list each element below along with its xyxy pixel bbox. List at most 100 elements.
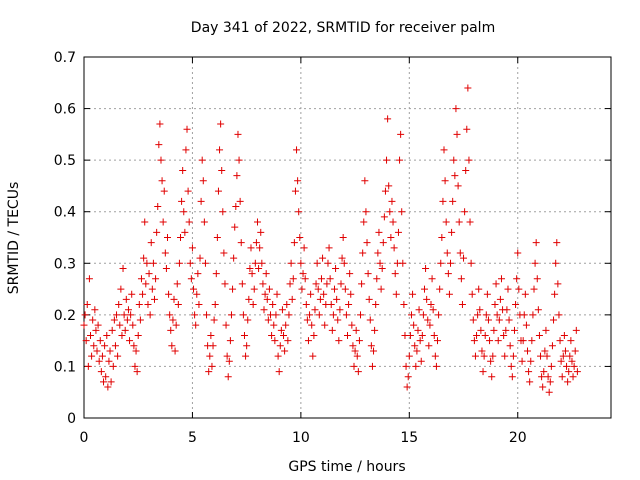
data-point (358, 280, 366, 288)
data-point (245, 295, 253, 303)
data-point (194, 270, 202, 278)
data-point (326, 275, 334, 283)
data-point (166, 311, 174, 319)
data-point (542, 326, 550, 334)
data-point (327, 301, 335, 309)
data-point (541, 347, 549, 355)
data-point (121, 326, 129, 334)
data-point (427, 301, 435, 309)
plot-frame (83, 56, 612, 419)
data-point (294, 177, 302, 185)
data-point (363, 239, 371, 247)
data-point (223, 352, 231, 360)
data-point (371, 326, 379, 334)
data-point (522, 321, 530, 329)
data-point (428, 275, 436, 283)
data-point (174, 301, 182, 309)
data-point (462, 166, 470, 174)
data-point (384, 115, 392, 123)
data-point (124, 306, 132, 314)
data-point (554, 280, 562, 288)
data-point (157, 156, 165, 164)
data-point (513, 275, 521, 283)
data-point (570, 362, 578, 370)
data-point (539, 383, 547, 391)
data-point (490, 326, 498, 334)
data-point (181, 228, 189, 236)
data-point (211, 301, 219, 309)
x-tick-label: 15 (400, 430, 418, 446)
data-point (85, 275, 93, 283)
data-point (330, 285, 338, 293)
data-point (507, 362, 515, 370)
data-point (390, 244, 398, 252)
data-point (410, 321, 418, 329)
data-point (508, 373, 516, 381)
data-point (465, 156, 473, 164)
data-point (109, 362, 117, 370)
data-point (310, 331, 318, 339)
data-point (272, 311, 280, 319)
data-point (295, 208, 303, 216)
data-point (540, 368, 548, 376)
data-point (336, 306, 344, 314)
data-point (515, 285, 523, 293)
data-point (398, 208, 406, 216)
data-point (148, 285, 156, 293)
data-point (264, 316, 272, 324)
data-point (458, 301, 466, 309)
data-point (543, 352, 551, 360)
data-point (118, 331, 126, 339)
data-point (500, 331, 508, 339)
data-point (182, 146, 190, 154)
data-point (468, 290, 476, 298)
data-point (367, 342, 375, 350)
y-tick-label: 0.2 (54, 308, 76, 324)
data-point (502, 326, 510, 334)
data-point (460, 254, 468, 262)
data-point (274, 352, 282, 360)
grid-lines (84, 57, 611, 418)
data-point (429, 306, 437, 314)
data-point (90, 342, 98, 350)
data-point (521, 290, 529, 298)
data-point (238, 280, 246, 288)
data-point (160, 187, 168, 195)
data-point (352, 326, 360, 334)
data-point (276, 342, 284, 350)
y-tick-label: 0.7 (54, 50, 76, 66)
data-point (347, 290, 355, 298)
data-point (180, 208, 188, 216)
data-point (325, 244, 333, 252)
data-point (545, 388, 553, 396)
x-tick-label: 5 (188, 430, 197, 446)
data-point (504, 285, 512, 293)
data-point (300, 244, 308, 252)
data-point (224, 373, 232, 381)
data-point (527, 357, 535, 365)
data-point (207, 331, 215, 339)
data-point (287, 259, 295, 267)
data-point (380, 213, 388, 221)
data-point (469, 316, 477, 324)
data-point (127, 311, 135, 319)
data-point (320, 290, 328, 298)
data-point (88, 352, 96, 360)
data-point (467, 259, 475, 267)
data-point (171, 347, 179, 355)
data-point (158, 177, 166, 185)
data-point (534, 306, 542, 314)
data-point (240, 331, 248, 339)
data-point (451, 172, 459, 180)
data-point (113, 311, 121, 319)
data-point (442, 218, 450, 226)
data-point (249, 301, 257, 309)
data-point (273, 290, 281, 298)
data-point (270, 321, 278, 329)
data-point (155, 141, 163, 149)
data-point (283, 301, 291, 309)
data-point (538, 373, 546, 381)
data-point (108, 326, 116, 334)
data-point (213, 234, 221, 241)
data-point (345, 301, 353, 309)
